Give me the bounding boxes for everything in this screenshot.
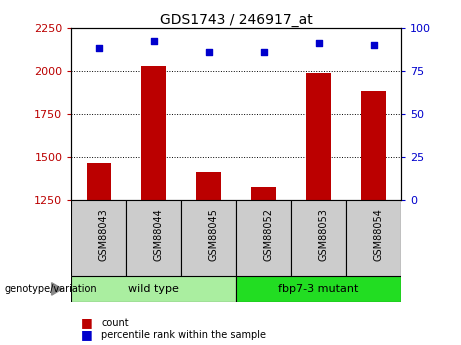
Bar bbox=[196, 171, 221, 200]
Text: GSM88043: GSM88043 bbox=[99, 208, 109, 260]
Bar bbox=[236, 200, 291, 276]
Text: GSM88044: GSM88044 bbox=[154, 208, 164, 260]
Bar bbox=[126, 200, 181, 276]
Bar bbox=[181, 200, 236, 276]
Point bbox=[370, 42, 377, 48]
Text: fbp7-3 mutant: fbp7-3 mutant bbox=[278, 284, 359, 294]
Point bbox=[95, 46, 103, 51]
Bar bbox=[346, 200, 401, 276]
Text: count: count bbox=[101, 318, 129, 327]
Text: genotype/variation: genotype/variation bbox=[5, 284, 97, 294]
Text: ■: ■ bbox=[81, 316, 92, 329]
Bar bbox=[71, 200, 126, 276]
Title: GDS1743 / 246917_at: GDS1743 / 246917_at bbox=[160, 12, 313, 27]
Text: GSM88045: GSM88045 bbox=[209, 208, 219, 261]
Text: percentile rank within the sample: percentile rank within the sample bbox=[101, 330, 266, 339]
Bar bbox=[87, 163, 111, 200]
Bar bbox=[142, 66, 166, 200]
Bar bbox=[361, 91, 386, 200]
Bar bbox=[291, 200, 346, 276]
Text: GSM88052: GSM88052 bbox=[264, 208, 274, 261]
Point bbox=[260, 49, 267, 55]
Text: GSM88053: GSM88053 bbox=[319, 208, 329, 261]
Point bbox=[150, 39, 158, 44]
Text: GSM88054: GSM88054 bbox=[373, 208, 384, 261]
Bar bbox=[306, 73, 331, 200]
Point bbox=[205, 49, 213, 55]
Bar bbox=[236, 276, 401, 302]
Bar bbox=[251, 187, 276, 200]
Text: wild type: wild type bbox=[129, 284, 179, 294]
Bar bbox=[71, 276, 236, 302]
Point bbox=[315, 40, 322, 46]
Text: ■: ■ bbox=[81, 328, 92, 341]
